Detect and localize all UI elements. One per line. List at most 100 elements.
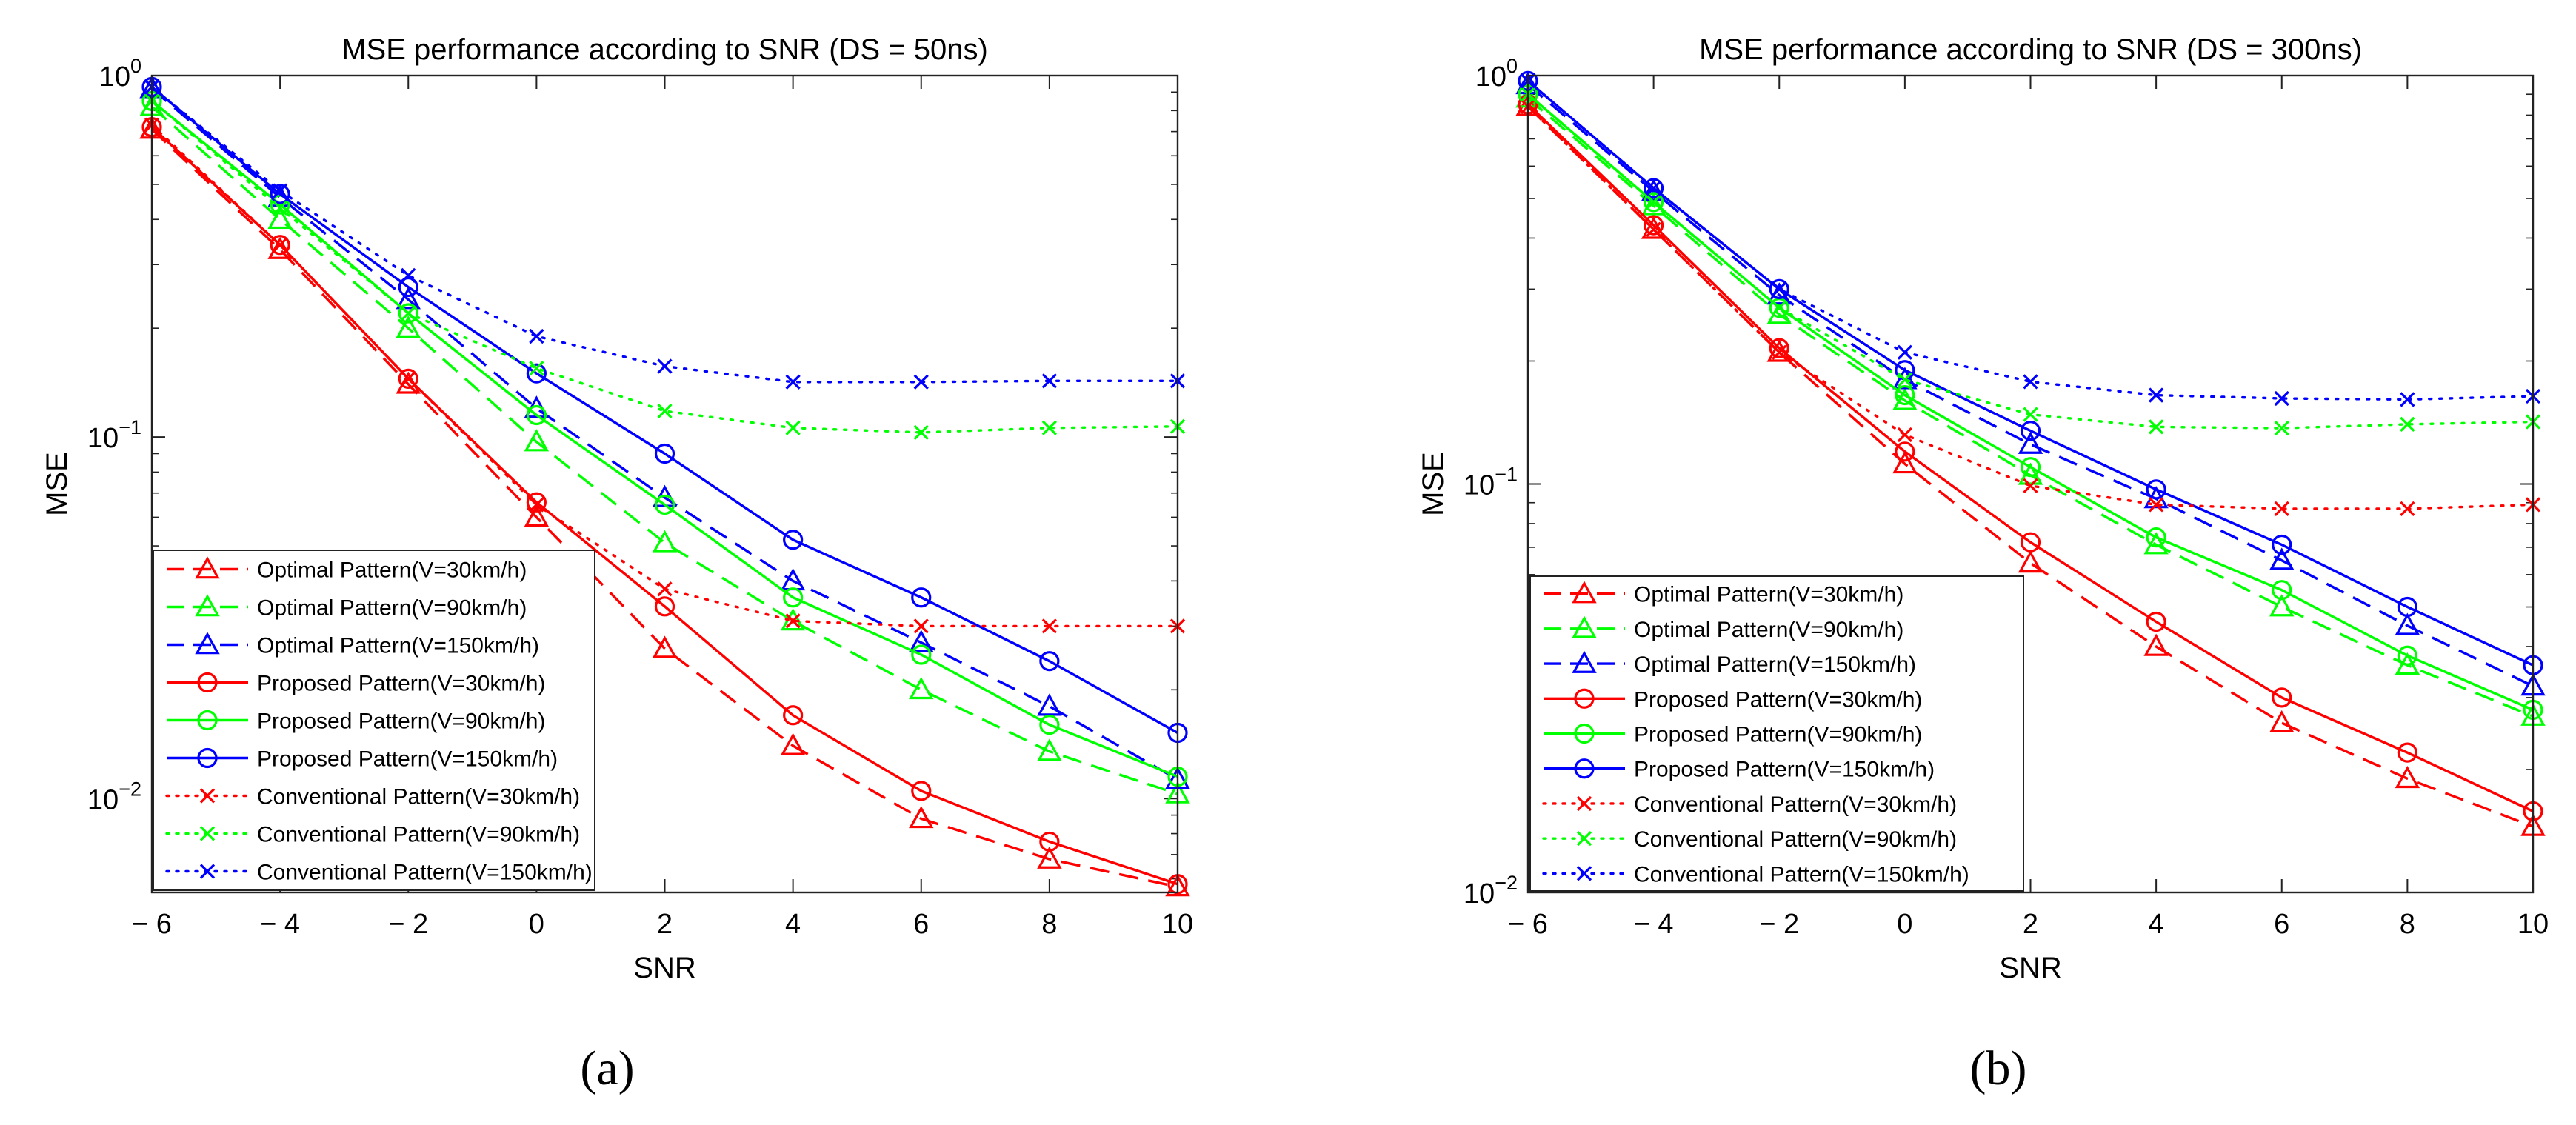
data-point	[913, 424, 929, 440]
legend-marker	[195, 556, 220, 579]
data-point	[909, 677, 934, 700]
data-point	[1644, 192, 1664, 213]
legend-entry: Proposed Pattern(V=150km/h)	[167, 747, 558, 772]
chart-b-mse-ds-300ns: MSE performance according to SNR (DS = 3…	[1417, 33, 2549, 984]
data-point	[2397, 596, 2417, 618]
data-point	[1039, 715, 1060, 735]
data-point	[780, 732, 806, 755]
data-point	[2274, 420, 2289, 436]
series-line	[1526, 105, 2535, 510]
data-point	[1644, 215, 1664, 236]
data-point	[2146, 479, 2166, 500]
legend-label: Conventional Pattern(V=90km/h)	[1634, 827, 1957, 852]
legend-entry: Conventional Pattern(V=90km/h)	[1542, 827, 1957, 852]
y-axis-label: MSE	[41, 452, 73, 516]
data-point	[1646, 180, 1661, 196]
series-conventional-pattern-v-30km-h-	[144, 117, 1186, 634]
data-point	[270, 184, 290, 204]
x-tick-label: 6	[913, 909, 929, 940]
axes-box	[150, 74, 1179, 894]
chart-title: MSE performance according to SNR (DS = 3…	[1699, 33, 2362, 66]
x-tick-label: 2	[2023, 909, 2038, 940]
data-point	[2148, 497, 2164, 513]
data-point	[1769, 278, 1789, 299]
data-point	[398, 276, 418, 298]
legend-marker	[195, 632, 220, 655]
x-tick-label: − 4	[1634, 909, 1674, 940]
legend-marker	[197, 710, 218, 731]
data-point	[2397, 645, 2417, 666]
legend-entry: Proposed Pattern(V=30km/h)	[1544, 687, 1922, 712]
x-tick-label: − 6	[1508, 909, 1548, 940]
data-point	[401, 267, 416, 283]
data-point	[654, 494, 675, 515]
data-point	[2395, 612, 2420, 635]
legend-entry: Optimal Pattern(V=90km/h)	[167, 594, 527, 621]
data-point	[2400, 501, 2415, 516]
legend-marker	[1576, 831, 1592, 847]
legend-label: Optimal Pattern(V=150km/h)	[257, 634, 539, 658]
series-conventional-pattern-v-90km-h-	[1520, 87, 2541, 436]
data-point	[529, 497, 544, 513]
legend-entry: Proposed Pattern(V=30km/h)	[167, 672, 545, 696]
x-tick-label: − 2	[1759, 909, 1799, 940]
legend: Optimal Pattern(V=30km/h) Optimal Pattern…	[153, 550, 595, 891]
data-point	[2400, 392, 2415, 407]
legend-entry: Conventional Pattern(V=90km/h)	[165, 823, 580, 847]
data-point	[2148, 387, 2164, 403]
data-point	[911, 781, 932, 801]
legend-entry: Conventional Pattern(V=30km/h)	[1542, 792, 1957, 817]
data-point	[1769, 338, 1789, 358]
legend-label: Conventional Pattern(V=30km/h)	[1634, 792, 1957, 817]
x-tick-label: 10	[2517, 909, 2549, 940]
data-point	[657, 581, 673, 597]
caption-panel-a: (a)	[580, 1041, 635, 1095]
legend-label: Conventional Pattern(V=90km/h)	[257, 823, 580, 847]
data-point	[2397, 742, 2417, 763]
data-point	[1895, 441, 1915, 462]
data-point	[2023, 407, 2038, 422]
legend-marker	[197, 672, 218, 693]
data-point	[913, 618, 929, 634]
data-point	[1895, 384, 1915, 406]
series-proposed-pattern-v-30km-h-	[1518, 94, 2543, 822]
data-point	[657, 403, 673, 419]
data-point	[1641, 193, 1666, 216]
data-point	[913, 374, 929, 390]
data-point	[2395, 765, 2420, 789]
data-point	[1772, 344, 1787, 360]
data-point	[1041, 618, 1058, 634]
data-point	[272, 183, 288, 198]
data-point	[654, 443, 675, 464]
data-point	[654, 596, 675, 617]
chart-a-mse-ds-50ns: MSE performance according to SNR (DS = 5…	[41, 33, 1193, 984]
data-point	[396, 287, 421, 310]
data-point	[2400, 416, 2415, 433]
legend-marker	[1572, 615, 1597, 638]
series-conventional-pattern-v-30km-h-	[1520, 99, 2541, 516]
legend-entry: Conventional Pattern(V=30km/h)	[165, 785, 580, 809]
data-point	[526, 363, 547, 384]
series-line	[150, 100, 1178, 778]
data-point	[2274, 501, 2289, 516]
data-point	[2272, 534, 2292, 555]
legend-label: Conventional Pattern(V=150km/h)	[1634, 862, 1969, 887]
data-point	[1897, 344, 1913, 360]
legend-marker	[199, 788, 216, 804]
legend-marker	[195, 594, 220, 617]
data-point	[272, 200, 288, 216]
data-point	[783, 705, 804, 726]
x-tick-label: − 2	[388, 909, 428, 940]
legend-entry: Conventional Pattern(V=150km/h)	[165, 861, 593, 885]
x-tick-label: 10	[1162, 909, 1193, 940]
legend-label: Proposed Pattern(V=90km/h)	[1634, 723, 1922, 747]
x-tick-label: 8	[1041, 909, 1057, 940]
legend-marker	[1572, 581, 1597, 604]
y-tick-label: 10−2	[87, 778, 141, 815]
legend-marker	[1572, 650, 1597, 673]
data-point	[2018, 550, 2043, 573]
data-point	[783, 587, 804, 608]
legend-label: Proposed Pattern(V=30km/h)	[1634, 687, 1922, 712]
data-point	[2272, 687, 2292, 708]
